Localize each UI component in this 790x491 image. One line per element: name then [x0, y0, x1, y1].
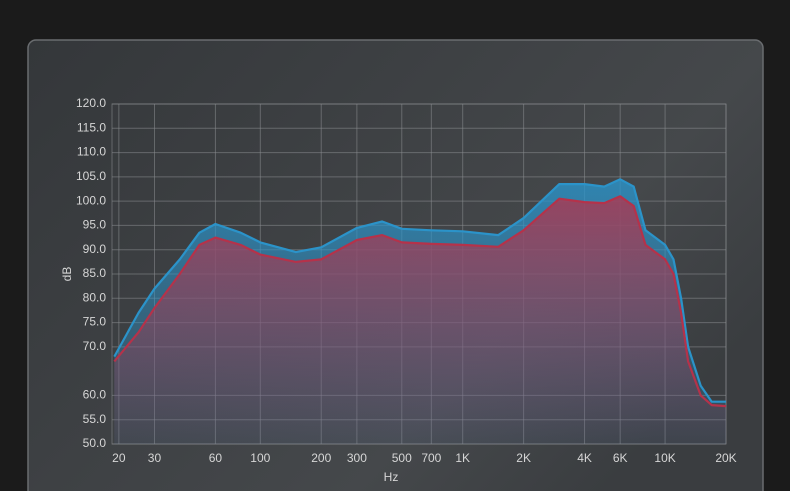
y-axis-label: dB [60, 267, 74, 282]
y-tick-label: 100.0 [76, 193, 106, 207]
y-tick-label: 120.0 [76, 96, 106, 110]
y-tick-label: 75.0 [83, 315, 107, 329]
x-tick-label: 10K [654, 451, 675, 465]
y-tick-label: 110.0 [77, 145, 106, 159]
y-tick-label: 50.0 [83, 436, 107, 450]
x-tick-label: 200 [311, 451, 331, 465]
x-tick-label: 4K [577, 451, 592, 465]
x-tick-label: 2K [516, 451, 531, 465]
y-tick-label: 90.0 [83, 242, 107, 256]
x-tick-label: 6K [613, 451, 628, 465]
x-tick-label: 300 [347, 451, 367, 465]
x-tick-label: 100 [250, 451, 270, 465]
series-line [113, 195, 727, 408]
y-tick-label: 85.0 [83, 266, 107, 280]
y-tick-label: 70.0 [83, 339, 107, 353]
y-tick-label: 95.0 [83, 218, 107, 232]
x-tick-label: 700 [421, 451, 441, 465]
series-line [113, 178, 726, 403]
y-tick-label: 60.0 [83, 388, 107, 402]
x-tick-label: 60 [209, 451, 223, 465]
y-tick-label: 105.0 [76, 169, 106, 183]
y-tick-label: 55.0 [83, 412, 107, 426]
x-tick-label: 30 [148, 451, 162, 465]
x-tick-label: 20K [715, 451, 736, 465]
x-tick-label: 20 [112, 451, 126, 465]
x-axis-label: Hz [384, 470, 399, 484]
x-tick-label: 1K [455, 451, 470, 465]
x-tick-label: 500 [392, 451, 412, 465]
y-tick-label: 80.0 [83, 290, 107, 304]
y-tick-label: 115.0 [77, 120, 106, 134]
series-area [114, 196, 727, 444]
